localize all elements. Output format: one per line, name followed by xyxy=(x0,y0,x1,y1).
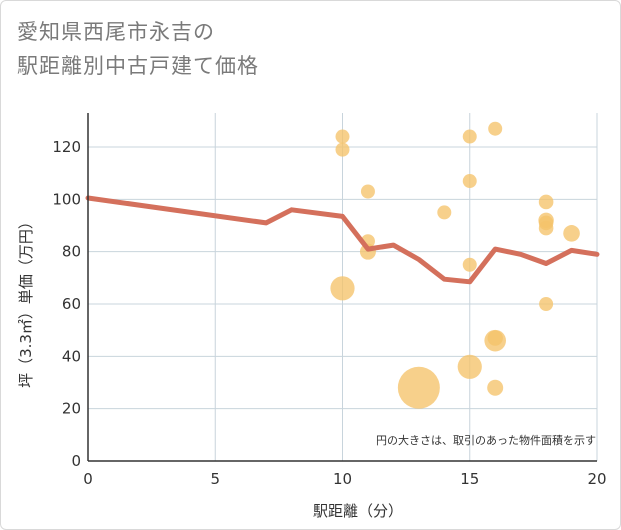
y-tick-label: 0 xyxy=(71,452,81,470)
y-tick-label: 100 xyxy=(52,190,81,208)
x-tick-label: 10 xyxy=(333,470,352,488)
bubble-point xyxy=(487,330,503,346)
average-trend-line xyxy=(85,195,600,285)
bubble-point xyxy=(563,225,580,242)
bubble-point xyxy=(462,174,477,189)
bubble-point xyxy=(539,297,554,312)
bubble-point xyxy=(538,194,554,210)
bubble-point xyxy=(462,129,477,144)
y-tick-label: 20 xyxy=(62,400,81,418)
bubble-point xyxy=(397,366,440,409)
bubble-point xyxy=(335,142,350,157)
x-axis-label: 駅距離（分） xyxy=(313,502,403,520)
axes xyxy=(87,113,597,462)
y-tick-label: 40 xyxy=(62,347,81,365)
chart-title: 愛知県西尾市永吉の 駅距離別中古戸建て価格 xyxy=(17,15,259,83)
bubble-point xyxy=(487,379,504,396)
bubble-point xyxy=(457,354,482,379)
y-tick-label: 120 xyxy=(52,138,81,156)
y-tick-label: 80 xyxy=(62,243,81,261)
y-axis-label: 坪（3.3㎡）単価（万円） xyxy=(17,214,35,388)
bubble-point xyxy=(462,257,477,272)
x-tick-label: 0 xyxy=(83,470,93,488)
x-tick-label: 20 xyxy=(587,470,606,488)
trend-line-group xyxy=(85,195,600,285)
bubble-point xyxy=(335,129,350,144)
chart-title-line2: 駅距離別中古戸建て価格 xyxy=(17,54,259,78)
bubble-point xyxy=(488,121,503,136)
x-tick-label: 15 xyxy=(460,470,479,488)
y-tick-label: 60 xyxy=(62,295,81,313)
y-tick-labels: 0 20 40 60 80 100 120 xyxy=(52,138,81,470)
bubble-point xyxy=(437,205,452,220)
bubbles xyxy=(330,121,580,409)
bubble-point xyxy=(360,184,375,199)
chart-title-line1: 愛知県西尾市永吉の xyxy=(17,20,215,44)
bubble-point xyxy=(330,276,355,301)
bubble-point xyxy=(538,220,554,236)
x-tick-labels: 0 5 10 15 20 xyxy=(83,470,606,488)
bubble-size-note: 円の大きさは、取引のあった物件面積を示す xyxy=(376,433,596,447)
x-tick-label: 5 xyxy=(210,470,220,488)
